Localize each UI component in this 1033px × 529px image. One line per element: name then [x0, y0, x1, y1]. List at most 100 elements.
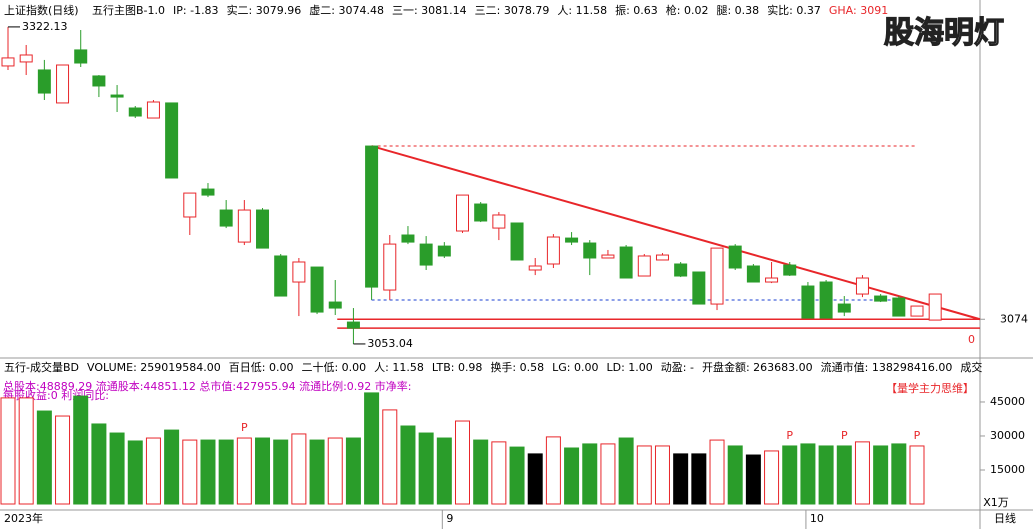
candle-body — [92, 75, 106, 87]
candle-body — [510, 222, 524, 261]
volume-bar — [255, 437, 271, 505]
chart-title: 上证指数(日线) — [4, 3, 79, 17]
candle-body — [546, 236, 560, 265]
header-item: GHA: 3091 — [829, 4, 888, 17]
candle-body — [201, 188, 215, 196]
volume-bar — [800, 443, 816, 505]
y-tick-label: 45000 — [990, 395, 1025, 408]
high-label: 3322.13 — [22, 20, 68, 33]
info-line: 总股本:48889.29 流通股本:44851.12 总市值:427955.94… — [3, 379, 411, 393]
candle-body — [837, 303, 851, 313]
header-item: 成交 — [960, 360, 982, 374]
candle-body — [565, 237, 579, 243]
candle-body — [365, 145, 379, 288]
volume-bar — [345, 437, 361, 505]
volume-bar — [218, 439, 234, 505]
candle-body — [219, 209, 233, 227]
header-item: 五行-成交量BD — [4, 360, 79, 374]
header-item: 五行主图B-1.0 — [92, 4, 165, 17]
volume-bar — [745, 454, 761, 505]
candle-body — [783, 264, 797, 276]
tag: 【量学主力思维】 — [886, 381, 974, 395]
volume-bar — [455, 420, 470, 505]
x-tick-label: 10 — [810, 512, 824, 525]
period-label: 日线 — [994, 511, 1016, 525]
candle-body — [292, 261, 306, 283]
candle-body — [146, 101, 160, 119]
candle-body — [110, 94, 124, 98]
candle-body — [19, 54, 33, 63]
signal-label: P — [241, 421, 248, 434]
candle-body — [492, 214, 506, 229]
volume-bar — [673, 453, 689, 505]
volume-bar — [891, 443, 907, 505]
candle-body — [728, 245, 742, 269]
candle-body — [256, 209, 270, 249]
x-tick-label: 2023年 — [4, 511, 43, 525]
volume-bar — [636, 445, 652, 505]
header-item: LTB: 0.98 — [432, 361, 483, 374]
header-item: LD: 1.00 — [607, 361, 653, 374]
volume-bar — [182, 439, 198, 505]
candle-body — [637, 255, 651, 277]
volume-bar — [582, 443, 598, 505]
volume-bar — [0, 397, 16, 505]
header-item: 腿: 0.38 — [716, 4, 759, 17]
header-item: 百日低: 0.00 — [229, 361, 294, 374]
candle-body — [674, 263, 688, 277]
volume-bar — [327, 437, 343, 505]
volume-bar — [436, 437, 452, 505]
trend-line — [371, 145, 981, 321]
volume-bar — [836, 445, 852, 505]
volume-bar — [764, 450, 780, 505]
volume-bar — [727, 445, 743, 505]
y-tick-label: 15000 — [990, 463, 1025, 476]
volume-bar — [236, 437, 252, 505]
header-item: LG: 0.00 — [552, 361, 598, 374]
volume-bar — [654, 445, 670, 505]
volume-bar — [873, 445, 889, 505]
volume-bar — [145, 437, 161, 505]
volume-bar — [364, 392, 380, 505]
volume-bar — [55, 415, 71, 505]
volume-bar — [400, 425, 416, 505]
candle-body — [474, 203, 488, 222]
candle-body — [619, 246, 633, 279]
candle-body — [310, 266, 324, 313]
volume-bar — [854, 441, 870, 505]
candle-body — [237, 209, 251, 243]
header-item: 人: 11.58 — [557, 4, 607, 17]
volume-bar — [527, 453, 543, 505]
signal-label: P — [786, 429, 793, 442]
candle-body — [819, 281, 833, 319]
candle-body — [37, 69, 51, 94]
low-label: 3053.04 — [367, 337, 413, 350]
header-item: 动盈: - — [661, 361, 694, 374]
candle-body — [928, 293, 942, 321]
volume-bar — [491, 441, 507, 505]
volume-bar — [509, 446, 525, 505]
header-item: IP: -1.83 — [173, 4, 219, 17]
candle-body — [274, 255, 288, 297]
volume-bar — [18, 397, 34, 505]
header-item: 振: 0.63 — [615, 3, 658, 17]
header-item: 枪: 0.02 — [666, 3, 709, 17]
volume-bar — [164, 429, 180, 505]
candle-body — [183, 192, 197, 218]
x-tick-label: 9 — [446, 512, 453, 525]
volume-bar — [618, 437, 634, 505]
volume-bar — [782, 445, 798, 505]
candle-body — [746, 265, 760, 283]
volume-bar — [473, 439, 489, 505]
candle-body — [346, 321, 360, 329]
candle-body — [910, 305, 924, 317]
volume-bar — [418, 432, 434, 505]
volume-bar — [127, 440, 143, 505]
candle-body — [855, 277, 869, 295]
header-item: 二十低: 0.00 — [301, 360, 366, 374]
candle-body — [892, 297, 906, 317]
signal-label: P — [914, 429, 921, 442]
volume-bar — [818, 445, 834, 505]
y-tick-label: 3074 — [1000, 312, 1028, 325]
